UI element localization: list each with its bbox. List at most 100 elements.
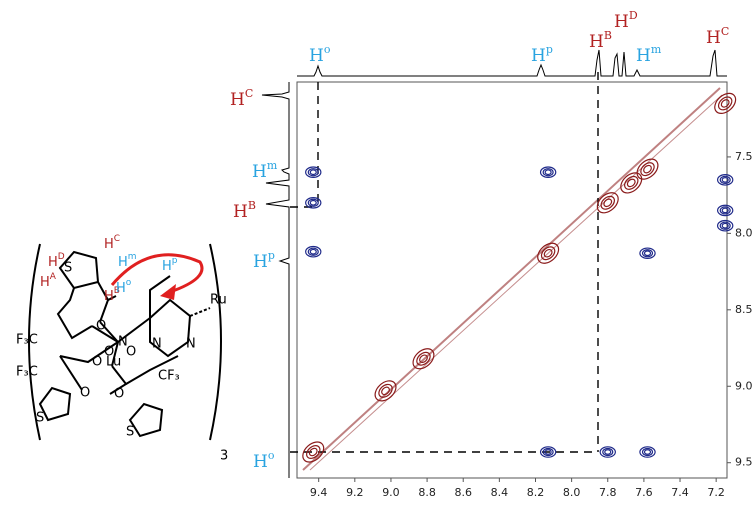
contour-peak	[307, 198, 319, 207]
plot-frame	[296, 81, 728, 479]
atom-label: O	[126, 345, 136, 360]
label-sup: D	[58, 252, 65, 262]
contour-peak	[716, 219, 734, 232]
atom-label: S	[36, 411, 44, 426]
label-text: H	[230, 90, 245, 110]
contour-peak	[604, 449, 612, 455]
contour-peak	[620, 172, 643, 194]
peak-label: HC	[104, 234, 120, 252]
label-sup: m	[128, 252, 137, 262]
label-sup: p	[172, 256, 178, 266]
contour-peak	[539, 166, 557, 179]
label-sup: B	[114, 286, 120, 296]
x-tick-label: 7.6	[635, 486, 653, 499]
atom-label: CF₃	[158, 369, 180, 384]
x-tick-label: 8.8	[418, 486, 436, 499]
contour-peak	[305, 245, 322, 258]
label-text: H	[233, 202, 248, 222]
peak-label: HB	[233, 199, 256, 222]
peak-label: HB	[104, 286, 120, 304]
y-tick-label: 8.0	[735, 226, 752, 239]
contour-peak	[639, 247, 656, 260]
label-text: H	[309, 46, 324, 66]
contour-peak	[543, 248, 553, 258]
contour-peak	[599, 446, 616, 458]
contour-peak	[374, 380, 397, 402]
peak-label: HC	[230, 87, 253, 110]
contour-peak	[305, 166, 322, 179]
peak-label: HA	[40, 272, 57, 290]
left-projection	[261, 82, 290, 478]
contour-peak	[643, 449, 652, 455]
atom-label: N	[186, 337, 196, 352]
x-tick-label: 9.0	[382, 486, 400, 499]
peak-label: Hm	[252, 159, 278, 182]
x-tick-label: 7.8	[599, 486, 617, 499]
label-text: H	[162, 259, 172, 274]
peak-label: Ho	[253, 449, 275, 472]
label-text: H	[636, 46, 651, 66]
atom-label: N	[152, 337, 162, 352]
contour-peak	[640, 162, 655, 177]
contour-peak	[719, 206, 731, 215]
label-sup: D	[629, 9, 638, 22]
atom-label: O	[104, 345, 114, 360]
x-tick-label: 9.2	[346, 486, 364, 499]
contour-peak	[308, 447, 318, 457]
contour-peak	[720, 99, 730, 108]
contour-peak	[381, 386, 390, 396]
x-tick-label: 9.4	[310, 486, 328, 499]
x-tick-label: 8.6	[454, 486, 472, 499]
peak-label: HD	[614, 9, 638, 32]
atom-label: F₃C	[16, 333, 38, 348]
atom-label: 3	[220, 449, 228, 464]
contour-peak	[716, 204, 734, 217]
label-text: H	[253, 452, 268, 472]
peak-label: Hm	[118, 252, 137, 270]
atom-label: O	[92, 355, 102, 370]
atom-label: Ru	[210, 293, 227, 308]
contour-peak	[596, 192, 619, 214]
contour-peak	[544, 169, 552, 176]
label-sup: o	[126, 278, 132, 288]
label-sup: o	[268, 449, 275, 462]
atom-label: Lu	[106, 355, 121, 370]
contour-peak	[641, 447, 654, 457]
contour-peak	[602, 447, 614, 457]
y-tick-label: 9.5	[735, 456, 752, 469]
label-sup: B	[248, 199, 256, 212]
label-text: H	[589, 32, 604, 52]
label-text: H	[116, 281, 126, 296]
contour-peak	[626, 178, 636, 188]
atom-label: S	[64, 261, 72, 276]
contour-peak	[600, 195, 615, 210]
label-sup: C	[245, 87, 253, 100]
contour-peak	[307, 247, 319, 256]
label-text: H	[104, 237, 114, 252]
contour-peak	[643, 250, 652, 257]
contour-peak	[537, 242, 560, 264]
peak-label: HB	[589, 29, 612, 52]
contour-peak	[540, 246, 556, 261]
peak-label: Ho	[309, 43, 331, 66]
x-tick-label: 8.0	[563, 486, 581, 499]
label-sup: m	[651, 43, 662, 56]
label-text: H	[614, 12, 629, 32]
contour-peak	[719, 175, 731, 184]
y-tick-label: 9.0	[735, 379, 752, 392]
contour-peak	[309, 199, 317, 206]
noe-arrowhead	[160, 284, 176, 300]
contour-peak	[714, 92, 737, 114]
contours	[302, 92, 737, 463]
x-tick-label: 7.4	[671, 486, 689, 499]
contour-peak	[719, 221, 731, 230]
contour-peak	[624, 175, 639, 190]
atom-label: O	[96, 319, 106, 334]
contour-peak	[378, 383, 393, 398]
correlation-guides	[290, 72, 599, 453]
peak-label: Ho	[116, 278, 132, 296]
diagonal-ridge	[302, 87, 721, 471]
